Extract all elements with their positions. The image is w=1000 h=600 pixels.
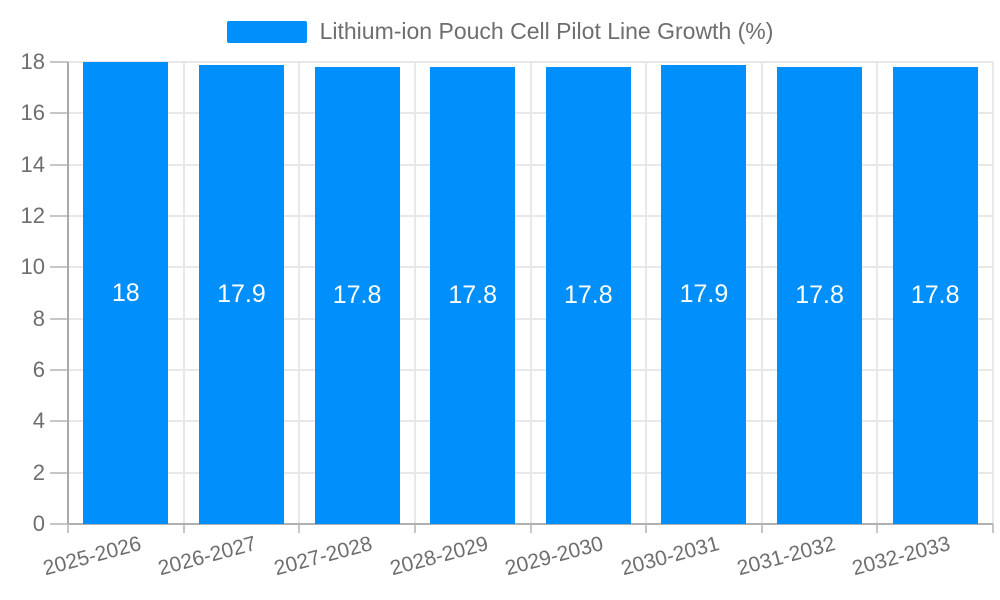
- v-gridline: [760, 62, 763, 524]
- x-tick-mark: [529, 524, 532, 533]
- v-gridline: [876, 62, 879, 524]
- legend-swatch: [226, 20, 307, 43]
- bar[interactable]: 17.8: [892, 67, 978, 524]
- y-axis-label: 14: [20, 151, 45, 177]
- legend-label: Lithium-ion Pouch Cell Pilot Line Growth…: [319, 18, 774, 44]
- y-axis-label: 4: [32, 408, 45, 434]
- x-tick-mark: [182, 524, 185, 533]
- bar-value-label: 17.8: [332, 281, 382, 310]
- bar-value-label: 17.8: [910, 281, 960, 310]
- y-axis-label: 16: [20, 100, 45, 126]
- x-tick-mark: [413, 524, 416, 533]
- bar-value-label: 17.9: [679, 279, 729, 308]
- bar-value-label: 17.8: [448, 281, 498, 310]
- y-tick-mark: [50, 369, 68, 371]
- x-tick-mark: [645, 524, 648, 533]
- y-axis-label: 12: [20, 203, 45, 228]
- bar-value-label: 17.9: [217, 279, 266, 308]
- y-tick-mark: [50, 61, 68, 63]
- legend-item[interactable]: Lithium-ion Pouch Cell Pilot Line Growth…: [0, 18, 1000, 45]
- v-gridline: [413, 62, 416, 524]
- bar[interactable]: 17.9: [198, 64, 284, 524]
- v-gridline: [645, 62, 648, 524]
- y-tick-mark: [50, 215, 68, 217]
- bar[interactable]: 17.8: [777, 67, 863, 524]
- y-axis-label: 10: [20, 254, 45, 280]
- y-tick-mark: [50, 266, 68, 269]
- x-axis-line: [68, 523, 993, 525]
- bar[interactable]: 17.8: [545, 67, 631, 524]
- bar-value-label: 17.8: [563, 281, 613, 310]
- x-tick-mark: [67, 524, 69, 533]
- bar[interactable]: 18: [83, 62, 169, 524]
- y-tick-mark: [50, 112, 68, 115]
- y-tick-mark: [50, 420, 68, 423]
- bar-value-label: 18: [111, 278, 140, 307]
- x-tick-mark: [298, 524, 301, 533]
- bar[interactable]: 17.8: [430, 67, 516, 524]
- v-gridline: [992, 62, 994, 524]
- x-tick-mark: [876, 524, 879, 533]
- v-gridline: [182, 62, 185, 524]
- y-tick-mark: [50, 317, 68, 320]
- y-axis-label: 0: [32, 511, 45, 536]
- bar[interactable]: 17.8: [314, 67, 400, 524]
- bar-value-label: 17.8: [795, 281, 844, 310]
- y-tick-mark: [50, 523, 68, 525]
- y-tick-mark: [50, 163, 68, 166]
- x-tick-mark: [992, 524, 994, 533]
- v-gridline: [298, 62, 301, 524]
- y-axis-label: 2: [32, 459, 45, 485]
- y-axis-label: 8: [32, 305, 45, 331]
- x-tick-mark: [760, 524, 763, 533]
- y-axis-line: [67, 62, 69, 524]
- y-tick-mark: [50, 471, 68, 474]
- y-axis-label: 18: [20, 49, 45, 74]
- bar[interactable]: 17.9: [661, 64, 747, 524]
- v-gridline: [529, 62, 532, 524]
- y-axis-label: 6: [32, 357, 45, 382]
